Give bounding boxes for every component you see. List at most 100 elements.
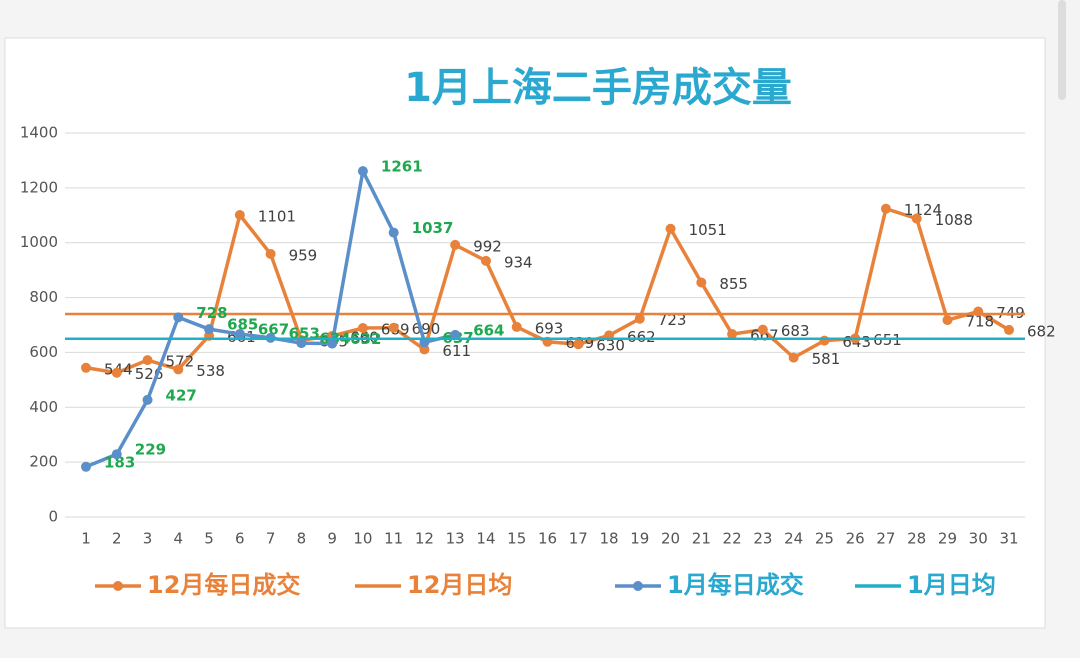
data-point <box>450 239 461 250</box>
data-label: 538 <box>196 362 225 380</box>
data-label: 572 <box>166 353 195 371</box>
data-label: 723 <box>658 311 687 329</box>
data-point <box>665 223 676 234</box>
data-point <box>111 449 122 460</box>
data-label: 685 <box>227 316 258 334</box>
y-tick-label: 0 <box>48 508 58 526</box>
data-label: 662 <box>627 328 656 346</box>
data-label: 630 <box>596 337 625 355</box>
x-tick-label: 11 <box>384 530 403 548</box>
data-point <box>357 166 368 177</box>
data-point <box>142 355 153 366</box>
data-point <box>327 338 338 349</box>
data-point <box>942 315 953 326</box>
data-label: 718 <box>965 313 994 331</box>
data-label: 427 <box>166 386 197 404</box>
legend-marker <box>113 581 123 591</box>
x-tick-label: 26 <box>846 530 865 548</box>
data-point <box>880 203 891 214</box>
data-label: 1037 <box>412 219 454 237</box>
data-label: 229 <box>135 441 166 459</box>
data-label: 959 <box>289 246 318 264</box>
x-tick-label: 27 <box>876 530 895 548</box>
x-tick-label: 19 <box>630 530 649 548</box>
x-tick-label: 13 <box>446 530 465 548</box>
scrollbar <box>1058 0 1066 100</box>
data-point <box>234 329 245 340</box>
x-tick-label: 7 <box>266 530 276 548</box>
x-tick-label: 1 <box>81 530 91 548</box>
x-tick-label: 2 <box>112 530 122 548</box>
data-point <box>634 313 645 324</box>
data-label: 1051 <box>689 221 727 239</box>
data-point <box>911 213 922 224</box>
data-point <box>234 210 245 221</box>
x-tick-label: 4 <box>174 530 184 548</box>
x-tick-label: 23 <box>753 530 772 548</box>
legend-label: 1月每日成交 <box>667 571 804 599</box>
data-label: 581 <box>812 350 841 368</box>
data-point <box>480 255 491 266</box>
x-tick-label: 30 <box>969 530 988 548</box>
data-label: 992 <box>473 237 502 255</box>
data-point <box>573 339 584 350</box>
data-point <box>142 394 153 405</box>
data-point <box>788 352 799 363</box>
data-label: 664 <box>473 321 504 339</box>
y-tick-label: 200 <box>29 453 58 471</box>
x-tick-label: 17 <box>569 530 588 548</box>
x-tick-label: 18 <box>599 530 618 548</box>
x-tick-label: 16 <box>538 530 557 548</box>
x-tick-label: 12 <box>415 530 434 548</box>
y-tick-label: 1200 <box>20 178 58 196</box>
x-tick-label: 25 <box>815 530 834 548</box>
y-tick-label: 400 <box>29 398 58 416</box>
data-point <box>81 461 91 472</box>
data-point <box>388 322 399 333</box>
data-point <box>757 324 768 335</box>
data-label: 934 <box>504 253 533 271</box>
x-tick-label: 20 <box>661 530 680 548</box>
x-tick-label: 24 <box>784 530 803 548</box>
x-tick-label: 3 <box>143 530 153 548</box>
y-tick-label: 600 <box>29 343 58 361</box>
legend-marker <box>633 581 643 591</box>
data-point <box>173 364 184 375</box>
y-tick-label: 1400 <box>20 124 58 142</box>
data-point <box>1004 324 1014 335</box>
data-label: 667 <box>258 321 289 339</box>
data-label: 693 <box>535 319 564 337</box>
x-tick-label: 28 <box>907 530 926 548</box>
data-point <box>173 312 184 323</box>
x-tick-label: 15 <box>507 530 526 548</box>
data-label: 855 <box>719 275 748 293</box>
legend-label: 12月日均 <box>407 571 512 599</box>
legend-label: 12月每日成交 <box>147 571 300 599</box>
x-tick-label: 29 <box>938 530 957 548</box>
data-point <box>111 367 122 378</box>
data-point <box>819 335 830 346</box>
x-tick-label: 21 <box>692 530 711 548</box>
x-tick-label: 14 <box>476 530 495 548</box>
data-label: 1088 <box>935 211 973 229</box>
data-point <box>450 329 461 340</box>
data-label: 728 <box>196 304 227 322</box>
data-point <box>265 248 276 259</box>
data-point <box>204 324 215 335</box>
data-point <box>727 329 738 340</box>
data-label: 690 <box>412 320 441 338</box>
data-label: 682 <box>1027 322 1056 340</box>
data-label: 183 <box>104 453 135 471</box>
y-tick-label: 800 <box>29 288 58 306</box>
data-point <box>81 362 91 373</box>
chart-card <box>4 37 1046 629</box>
x-tick-label: 9 <box>327 530 337 548</box>
data-point <box>357 323 368 334</box>
data-label: 683 <box>781 322 810 340</box>
x-tick-label: 5 <box>204 530 214 548</box>
data-point <box>419 344 430 355</box>
data-label: 1124 <box>904 201 942 219</box>
x-tick-label: 8 <box>297 530 307 548</box>
data-label: 667 <box>750 327 779 345</box>
